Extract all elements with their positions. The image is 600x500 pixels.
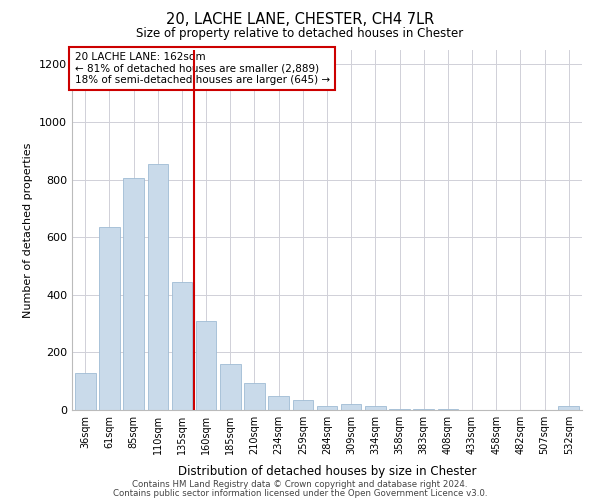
Bar (99, 227, 120, 410)
Text: Size of property relative to detached houses in Chester: Size of property relative to detached ho… (136, 28, 464, 40)
X-axis label: Distribution of detached houses by size in Chester: Distribution of detached houses by size … (178, 466, 476, 478)
Bar (559, 406, 579, 410)
Bar (220, 364, 241, 410)
Bar (389, 408, 410, 410)
Bar (172, 282, 192, 410)
Bar (365, 406, 386, 410)
Text: Contains public sector information licensed under the Open Government Licence v3: Contains public sector information licen… (113, 488, 487, 498)
Bar (196, 320, 217, 410)
Bar (293, 400, 313, 410)
Bar (124, 178, 144, 410)
Bar (148, 164, 168, 410)
Bar (268, 396, 289, 410)
Y-axis label: Number of detached properties: Number of detached properties (23, 142, 34, 318)
Bar (413, 409, 434, 410)
Bar (341, 404, 361, 410)
Text: 20, LACHE LANE, CHESTER, CH4 7LR: 20, LACHE LANE, CHESTER, CH4 7LR (166, 12, 434, 28)
Bar (75, 372, 95, 410)
Text: 20 LACHE LANE: 162sqm
← 81% of detached houses are smaller (2,889)
18% of semi-d: 20 LACHE LANE: 162sqm ← 81% of detached … (74, 52, 329, 85)
Text: Contains HM Land Registry data © Crown copyright and database right 2024.: Contains HM Land Registry data © Crown c… (132, 480, 468, 489)
Bar (244, 382, 265, 410)
Bar (317, 406, 337, 410)
